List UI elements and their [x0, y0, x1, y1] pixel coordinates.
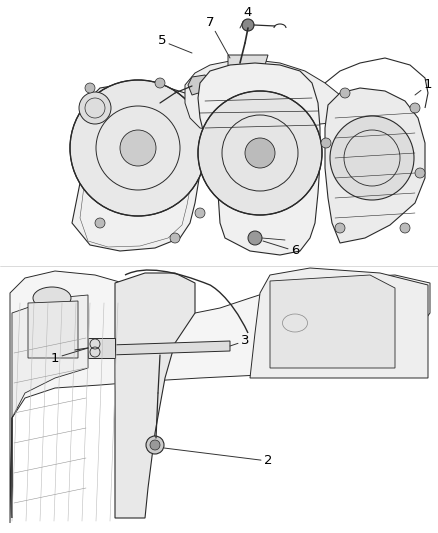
Polygon shape — [110, 341, 230, 355]
Circle shape — [415, 168, 425, 178]
Polygon shape — [198, 63, 320, 255]
Text: 4: 4 — [240, 5, 252, 28]
Polygon shape — [12, 295, 88, 518]
Circle shape — [245, 138, 275, 168]
Circle shape — [195, 98, 205, 108]
Circle shape — [70, 80, 206, 216]
Text: 5: 5 — [158, 35, 192, 53]
Circle shape — [195, 208, 205, 218]
Polygon shape — [185, 60, 348, 131]
Circle shape — [242, 19, 254, 31]
Text: 1: 1 — [415, 78, 432, 95]
Circle shape — [198, 91, 322, 215]
Circle shape — [248, 231, 262, 245]
Polygon shape — [188, 75, 210, 95]
Circle shape — [335, 223, 345, 233]
Polygon shape — [270, 275, 395, 368]
Circle shape — [340, 88, 350, 98]
Polygon shape — [115, 273, 195, 518]
Polygon shape — [325, 88, 425, 243]
Circle shape — [170, 233, 180, 243]
Ellipse shape — [33, 287, 71, 309]
Text: 7: 7 — [206, 15, 230, 58]
Polygon shape — [10, 271, 430, 523]
Text: 1: 1 — [51, 348, 88, 365]
Circle shape — [85, 83, 95, 93]
Circle shape — [150, 440, 160, 450]
Text: 3: 3 — [230, 335, 249, 348]
Polygon shape — [250, 268, 428, 378]
Circle shape — [330, 116, 414, 200]
Circle shape — [120, 130, 156, 166]
Polygon shape — [88, 338, 115, 358]
Polygon shape — [72, 83, 205, 251]
Polygon shape — [228, 55, 268, 68]
Circle shape — [400, 223, 410, 233]
Circle shape — [146, 436, 164, 454]
Circle shape — [79, 92, 111, 124]
Circle shape — [321, 138, 331, 148]
Circle shape — [155, 78, 165, 88]
Text: 6: 6 — [263, 241, 299, 257]
Text: 2: 2 — [164, 448, 272, 467]
Circle shape — [95, 218, 105, 228]
Circle shape — [410, 103, 420, 113]
Polygon shape — [28, 301, 78, 358]
